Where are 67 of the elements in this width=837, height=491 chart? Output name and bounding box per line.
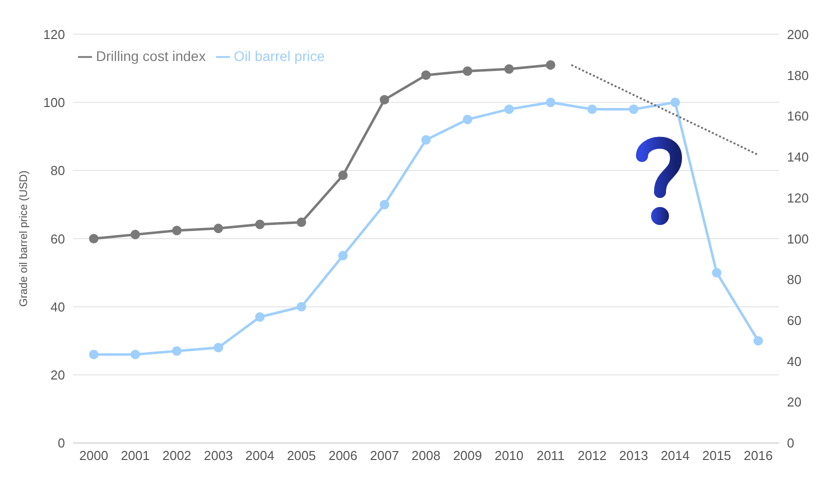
point <box>89 234 99 244</box>
point <box>504 104 514 114</box>
point <box>89 350 99 360</box>
point <box>380 94 390 104</box>
y-tick-label: 60 <box>50 231 65 246</box>
x-tick-label: 2011 <box>536 448 565 464</box>
point <box>628 104 638 114</box>
point <box>380 200 390 210</box>
y-tick-label: 80 <box>50 163 65 178</box>
x-tick-label: 2008 <box>412 448 440 464</box>
x-tick-label: 2006 <box>328 448 358 464</box>
point <box>172 226 182 236</box>
point <box>421 70 431 80</box>
point <box>214 342 224 352</box>
x-tick-label: 2007 <box>370 448 399 464</box>
point <box>462 66 472 76</box>
point <box>670 98 680 108</box>
y2-tick-label: 40 <box>787 354 802 369</box>
point <box>338 170 348 180</box>
x-tick-label: 2014 <box>660 448 690 464</box>
y2-tick-label: 160 <box>787 108 809 124</box>
y-tick-label: 40 <box>50 299 65 314</box>
x-tick-label: 2013 <box>619 448 648 464</box>
y2-tick-label: 140 <box>787 150 809 165</box>
y2-tick-label: 100 <box>787 231 809 246</box>
point <box>421 135 431 145</box>
y2-tick-label: 60 <box>787 313 802 328</box>
y-tick-label: 0 <box>58 436 65 451</box>
y-tick-label: 120 <box>43 26 65 42</box>
legend-label: Oil barrel price <box>234 48 325 64</box>
y2-tick-label: 80 <box>787 272 802 288</box>
y2-tick-label: 180 <box>787 68 809 83</box>
point <box>296 302 306 312</box>
y2-tick-label: 200 <box>787 26 809 42</box>
x-tick-label: 2012 <box>578 448 607 464</box>
point <box>712 268 722 278</box>
y-tick-label: 100 <box>43 95 65 110</box>
point <box>255 220 265 230</box>
y2-tick-label: 120 <box>787 190 809 206</box>
x-tick-label: 2016 <box>744 448 773 464</box>
point <box>130 350 140 360</box>
x-tick-label: 2001 <box>120 448 150 464</box>
point <box>546 60 556 70</box>
y2-tick-label: 20 <box>787 394 802 410</box>
x-tick-label: 2015 <box>702 448 732 464</box>
point <box>504 64 514 74</box>
point <box>587 104 597 114</box>
x-tick-label: 2010 <box>494 448 524 464</box>
point <box>338 250 348 260</box>
point <box>255 312 265 322</box>
point <box>462 114 472 124</box>
point <box>753 336 763 346</box>
point <box>172 346 182 356</box>
x-tick-label: 2005 <box>286 448 316 464</box>
x-tick-label: 2004 <box>245 448 274 464</box>
legend-label: Drilling cost index <box>96 48 206 64</box>
point <box>296 218 306 228</box>
point <box>130 230 140 240</box>
x-tick-label: 2002 <box>162 448 192 464</box>
y-axis-title: Grade oil barrel price (USD) <box>18 170 30 307</box>
point <box>214 224 224 234</box>
y-tick-label: 20 <box>50 368 65 382</box>
x-tick-label: 2003 <box>204 448 233 464</box>
point <box>546 98 556 108</box>
x-tick-label: 2000 <box>79 448 108 464</box>
x-tick-label: 2009 <box>453 448 482 464</box>
y2-tick-label: 0 <box>787 436 794 451</box>
